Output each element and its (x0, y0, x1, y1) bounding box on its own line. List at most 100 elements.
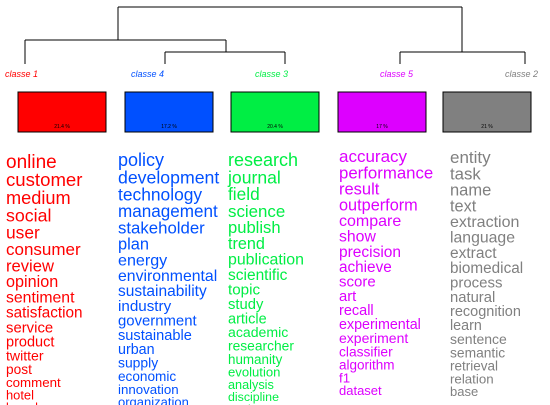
class-word: customer (6, 169, 82, 190)
class-word: algorithm (339, 358, 395, 373)
class-percent: 20.4 % (267, 124, 283, 130)
class-word: performance (339, 163, 433, 182)
class-word: product (6, 335, 54, 351)
class-word: dataset (339, 383, 382, 398)
class-word: precision (339, 244, 401, 261)
class-word: student (228, 402, 268, 405)
class-word: industry (118, 298, 172, 315)
class-word: relation (450, 372, 494, 387)
class-word: stakeholder (118, 218, 205, 237)
class-word: academic (228, 324, 288, 340)
class-word: recognition (450, 304, 521, 320)
class-label: classe 3 (255, 69, 288, 79)
class-percent: 21.4 % (54, 124, 70, 130)
class-word: publish (228, 218, 281, 237)
class-word: accuracy (339, 147, 408, 166)
class-word: compare (339, 213, 401, 230)
class-word: classifier (339, 344, 393, 359)
class-word: natural (450, 290, 495, 306)
class-word: experiment (339, 330, 408, 346)
class-word: trend (228, 235, 265, 253)
class-word: process (450, 274, 503, 291)
class-word: research (228, 150, 298, 170)
class-word: publication (228, 252, 304, 269)
class-word: humanity (228, 352, 283, 367)
class-word: hotel (6, 388, 34, 403)
class-word: discipline (228, 390, 279, 404)
class-word: urban (118, 342, 155, 358)
class-word: comment (6, 375, 61, 390)
class-label: classe 4 (131, 69, 164, 79)
class-word: sustainable (118, 328, 192, 344)
class-word: user (6, 222, 40, 242)
class-word: field (228, 184, 260, 204)
class-word: analysis (228, 378, 274, 392)
class-word: plan (118, 236, 149, 254)
class-word: social (6, 205, 51, 225)
class-word: science (228, 202, 285, 221)
class-word: policy (118, 150, 164, 170)
class-word: evolution (228, 365, 280, 380)
class-word: recall (339, 303, 374, 319)
class-word: medium (6, 188, 71, 208)
class-word: study (228, 297, 264, 313)
class-word: online (6, 152, 57, 173)
class-word: article (228, 311, 267, 327)
class-word: retrieval (450, 359, 498, 374)
class-word: text (450, 198, 477, 216)
class-box (442, 91, 532, 133)
class-word: f1 (339, 371, 350, 386)
class-word: extract (450, 245, 497, 262)
class-word: review (6, 256, 55, 275)
class-word: result (339, 181, 380, 199)
class-word: experimental (339, 317, 421, 333)
class-word: service (6, 320, 53, 336)
class-word: satisfaction (6, 305, 83, 322)
class-box (124, 91, 214, 133)
class-label: classe 1 (5, 69, 38, 79)
class-box (17, 91, 107, 133)
class-word: government (118, 314, 197, 330)
class-word: language (450, 230, 515, 247)
class-word: sustainability (118, 283, 207, 300)
class-word: researcher (228, 339, 294, 354)
class-box (337, 91, 427, 133)
class-word: technology (118, 184, 202, 204)
class-word: entity (450, 148, 491, 167)
class-word: supply (118, 354, 158, 370)
class-word: show (339, 229, 376, 246)
class-word: extraction (450, 214, 519, 231)
class-word: semantic (450, 345, 505, 360)
class-word: base (450, 384, 478, 399)
class-word: organization (118, 395, 189, 405)
class-word: journal (227, 167, 281, 187)
class-percent: 17 % (376, 124, 388, 130)
class-word: scientific (228, 267, 288, 284)
class-word: task (450, 164, 481, 183)
class-word: opinion (6, 273, 58, 291)
class-word: consumer (6, 240, 81, 259)
class-percent: 21 % (481, 124, 493, 130)
class-word: score (339, 273, 376, 290)
class-word: learn (450, 318, 482, 334)
class-word: sentiment (6, 290, 75, 307)
class-word: achieve (339, 259, 392, 276)
dendrogram (24, 6, 526, 64)
class-word: name (450, 182, 491, 200)
class-word: sentence (450, 331, 507, 347)
class-word: economic (118, 369, 176, 384)
class-word: management (118, 202, 218, 221)
class-word: topic (228, 282, 260, 299)
class-word: brand (6, 401, 38, 405)
class-word: outperform (339, 197, 418, 215)
class-percent: 17.2 % (161, 124, 177, 130)
class-word: energy (118, 251, 168, 269)
class-word: environmental (118, 268, 217, 285)
class-label: classe 5 (380, 69, 414, 79)
class-word: innovation (118, 382, 179, 397)
class-word: twitter (6, 347, 44, 363)
class-word: post (6, 362, 32, 377)
class-word: biomedical (450, 260, 523, 277)
class-label: classe 2 (505, 69, 538, 79)
